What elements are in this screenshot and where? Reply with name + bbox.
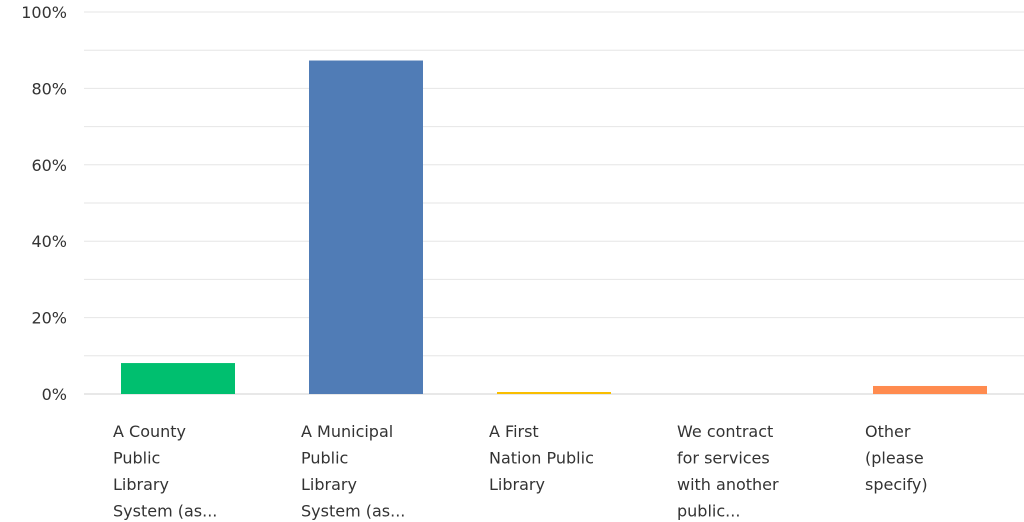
x-category-label: We contract for services with another publi… bbox=[677, 422, 779, 521]
bar[interactable] bbox=[497, 392, 611, 394]
y-tick-label: 100% bbox=[21, 3, 67, 22]
x-axis-labels: A County Public Library System (as... A Muni… bbox=[113, 422, 928, 521]
y-axis-ticks: 0% 20% 40% 60% 80% 100% bbox=[21, 3, 67, 404]
y-tick-label: 20% bbox=[31, 309, 67, 328]
y-tick-label: 0% bbox=[42, 385, 67, 404]
x-category-label: A Municipal Public Library System (as... bbox=[301, 422, 405, 521]
x-category-label: A First Nation Public Library bbox=[489, 422, 594, 494]
bars bbox=[121, 60, 987, 394]
x-category-label: A County Public Library System (as... bbox=[113, 422, 217, 521]
gridlines bbox=[84, 11, 1024, 395]
y-tick-label: 40% bbox=[31, 232, 67, 251]
y-tick-label: 60% bbox=[31, 156, 67, 175]
y-tick-label: 80% bbox=[31, 79, 67, 98]
bar[interactable] bbox=[873, 385, 987, 394]
bar[interactable] bbox=[309, 60, 423, 394]
bar[interactable] bbox=[121, 363, 235, 394]
x-category-label: Other (please specify) bbox=[865, 422, 928, 494]
